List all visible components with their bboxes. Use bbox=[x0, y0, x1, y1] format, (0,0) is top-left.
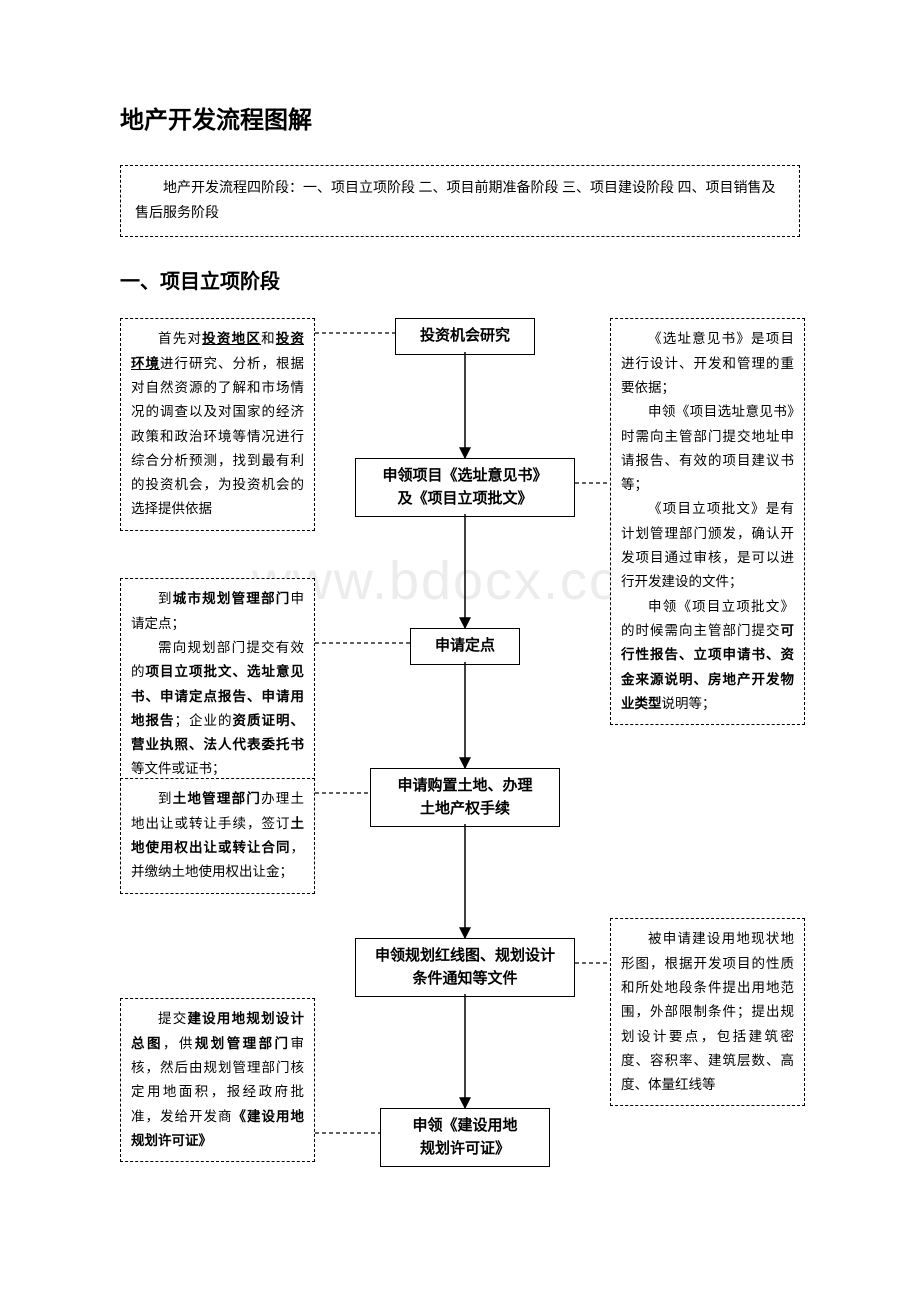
node-site-opinion: 申领项目《选址意见书》 及《项目立项批文》 bbox=[355, 458, 575, 517]
node-apply-fixed-point: 申请定点 bbox=[410, 628, 520, 665]
intro-box: 地产开发流程四阶段：一、项目立项阶段 二、项目前期准备阶段 三、项目建设阶段 四… bbox=[120, 165, 800, 237]
note-right-1: 《选址意见书》是项目进行设计、开发和管理的重要依据；申领《项目选址意见书》时需向… bbox=[610, 318, 805, 725]
node-label: 申领项目《选址意见书》 bbox=[382, 467, 547, 484]
flowchart-stage-1: 投资机会研究 申领项目《选址意见书》 及《项目立项批文》 申请定点 申请购置土地… bbox=[120, 318, 800, 1238]
note-left-3: 到土地管理部门办理土地出让或转让手续，签订土地使用权出让或转让合同，并缴纳土地使… bbox=[120, 778, 315, 893]
node-label: 申领规划红线图、规划设计 bbox=[375, 947, 555, 964]
note-left-4: 提交建设用地规划设计总图，供规划管理部门审核，然后由规划管理部门核定用地面积，报… bbox=[120, 998, 315, 1162]
page-title: 地产开发流程图解 bbox=[120, 100, 800, 135]
node-label: 规划许可证》 bbox=[420, 1140, 510, 1157]
node-label: 申请定点 bbox=[435, 637, 495, 654]
node-land-permit: 申领《建设用地 规划许可证》 bbox=[380, 1108, 550, 1167]
note-right-2: 被申请建设用地现状地形图，根据开发项目的性质和所处地段条件提出用地范围，外部限制… bbox=[610, 918, 805, 1106]
intro-text: 地产开发流程四阶段：一、项目立项阶段 二、项目前期准备阶段 三、项目建设阶段 四… bbox=[135, 176, 785, 226]
node-land-purchase: 申请购置土地、办理 土地产权手续 bbox=[370, 768, 560, 827]
node-label: 申领《建设用地 bbox=[412, 1117, 517, 1134]
note-left-1: 首先对投资地区和投资环境进行研究、分析，根据对自然资源的了解和市场情况的调查以及… bbox=[120, 318, 315, 530]
node-investment-research: 投资机会研究 bbox=[395, 318, 535, 355]
node-label: 土地产权手续 bbox=[420, 800, 510, 817]
node-label: 及《项目立项批文》 bbox=[397, 490, 532, 507]
node-label: 条件通知等文件 bbox=[412, 970, 517, 987]
note-left-2: 到城市规划管理部门申请定点；需向规划部门提交有效的项目立项批文、选址意见书、申请… bbox=[120, 578, 315, 790]
section-1-title: 一、项目立项阶段 bbox=[120, 265, 800, 294]
node-redline-map: 申领规划红线图、规划设计 条件通知等文件 bbox=[355, 938, 575, 997]
node-label: 投资机会研究 bbox=[420, 327, 510, 344]
node-label: 申请购置土地、办理 bbox=[397, 777, 532, 794]
